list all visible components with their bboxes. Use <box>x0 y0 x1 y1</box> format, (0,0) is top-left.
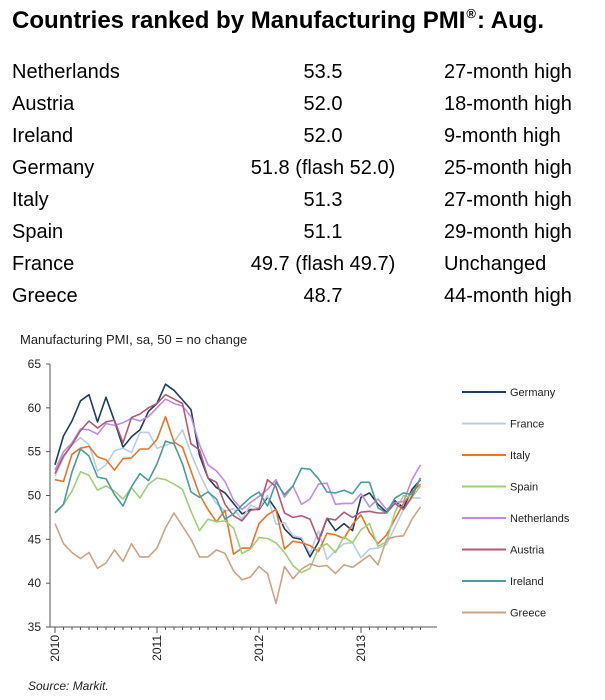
series-line-germany <box>54 383 422 558</box>
table-row: France 49.7 (flash 49.7) Unchanged <box>12 248 597 280</box>
legend-label-spain: Spain <box>510 482 538 494</box>
note-cell: Unchanged <box>444 252 547 275</box>
table-row: Spain 51.1 29-month high <box>12 216 597 248</box>
source-note: Source: Markit. <box>28 679 109 693</box>
legend-label-france: France <box>510 419 544 431</box>
y-tick-label: 50 <box>28 489 42 503</box>
note-cell: 29-month high <box>444 220 572 243</box>
legend-label-italy: Italy <box>510 450 531 462</box>
pmi-cell: 51.3 <box>303 188 343 211</box>
country-cell: Austria <box>12 92 75 115</box>
series-line-greece <box>54 506 422 605</box>
y-tick-label: 55 <box>28 445 42 459</box>
pmi-cell: 53.5 <box>303 60 343 83</box>
pmi-line-chart: 35 40 45 50 55 60 65 2010 2011 2012 2013 Germany Fr… <box>28 357 570 662</box>
y-tick-label: 45 <box>28 532 42 546</box>
table-row: Greece 48.7 44-month high <box>12 280 597 312</box>
legend-label-greece: Greece <box>510 608 546 620</box>
legend-label-austria: Austria <box>510 545 545 557</box>
x-tick-label: 2010 <box>48 635 62 662</box>
series-line-france <box>54 429 421 561</box>
x-tick-label: 2011 <box>150 635 164 661</box>
country-cell: Germany <box>12 156 95 179</box>
x-tick-label: 2012 <box>252 635 266 662</box>
table-row: Italy 51.3 27-month high <box>12 184 597 216</box>
page-title: Countries ranked by Manufacturing PMI®: … <box>12 6 544 35</box>
note-cell: 27-month high <box>444 60 572 83</box>
x-tick-label: 2013 <box>354 635 368 662</box>
country-cell: Netherlands <box>12 60 120 83</box>
series-line-netherlands <box>54 398 422 511</box>
legend-label-netherlands: Netherlands <box>510 513 570 525</box>
country-cell: Ireland <box>12 124 74 147</box>
pmi-cell: 51.8 (flash 52.0) <box>250 156 396 179</box>
pmi-cell: 52.0 <box>303 124 343 147</box>
country-cell: France <box>12 252 75 275</box>
title-suffix: : Aug. <box>476 7 545 34</box>
registered-mark: ® <box>466 6 476 21</box>
title-text: Countries ranked by Manufacturing PMI <box>12 7 466 34</box>
pmi-cell: 52.0 <box>303 92 343 115</box>
series-line-ireland <box>54 440 422 520</box>
pmi-cell: 48.7 <box>303 284 343 307</box>
legend-label-germany: Germany <box>510 387 556 399</box>
series-line-spain <box>54 471 422 574</box>
series-line-italy <box>54 415 422 555</box>
y-tick-label: 40 <box>28 576 42 590</box>
note-cell: 18-month high <box>444 92 572 115</box>
series-line-austria <box>54 393 422 541</box>
table-row: Ireland 52.0 9-month high <box>12 120 597 152</box>
note-cell: 44-month high <box>444 284 572 307</box>
chart-title: Manufacturing PMI, sa, 50 = no change <box>20 332 248 347</box>
country-cell: Greece <box>12 284 78 307</box>
note-cell: 9-month high <box>444 124 561 147</box>
pmi-cell: 49.7 (flash 49.7) <box>250 252 396 275</box>
y-tick-label: 65 <box>28 357 42 371</box>
y-tick-label: 60 <box>28 401 42 415</box>
table-row: Austria 52.0 18-month high <box>12 88 597 120</box>
note-cell: 27-month high <box>444 188 572 211</box>
table-row: Netherlands 53.5 27-month high <box>12 56 597 88</box>
legend-label-ireland: Ireland <box>510 576 544 588</box>
country-cell: Italy <box>12 188 49 211</box>
country-cell: Spain <box>12 220 64 243</box>
y-tick-label: 35 <box>28 620 42 634</box>
pmi-cell: 51.1 <box>303 220 343 243</box>
ranking-table: Netherlands 53.5 27-month high Austria 52.0… <box>12 56 597 312</box>
note-cell: 25-month high <box>444 156 572 179</box>
table-row: Germany 51.8 (flash 52.0) 25-month high <box>12 152 597 184</box>
